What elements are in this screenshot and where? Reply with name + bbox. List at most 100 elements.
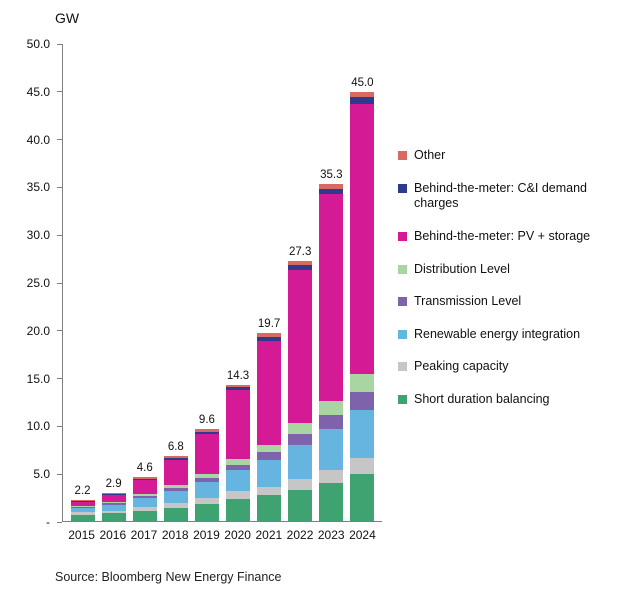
bar-segment: [194, 481, 219, 499]
bar-segment: [163, 487, 188, 491]
bar-2024: 45.0: [350, 44, 375, 521]
bar-segment: [350, 474, 375, 521]
bar-segment: [350, 410, 375, 459]
x-tick-label: 2016: [99, 528, 127, 542]
bar-segment: [132, 498, 157, 507]
bar-segment: [319, 189, 344, 194]
bar-total-label: 19.7: [257, 318, 281, 331]
bar-segment: [257, 452, 282, 460]
bar-segment: [319, 470, 344, 483]
bar-segment: [163, 484, 188, 488]
bar-segment: [319, 184, 344, 190]
bar-segment: [257, 444, 282, 453]
bar-total-label: 4.6: [136, 462, 153, 475]
y-tick-mark: [57, 186, 62, 188]
legend-item: Short duration balancing: [398, 392, 613, 408]
bar-2015: 2.2: [70, 44, 95, 521]
y-tick-label: 35.0: [26, 180, 50, 195]
bar-segment: [257, 340, 282, 445]
plot-frame: 2.2 2.9 4.6 6.8 9.6 14.3 19.7 27.3 35.3 45.0: [62, 44, 382, 522]
x-tick-label: 2018: [161, 528, 189, 542]
bar-segment: [70, 500, 95, 501]
bar-segment: [70, 506, 95, 508]
y-tick-mark: [57, 521, 62, 523]
bar-segment: [288, 422, 313, 435]
x-tick-label: 2019: [193, 528, 220, 542]
bar-segment: [101, 513, 126, 521]
legend-label: Peaking capacity: [414, 359, 509, 374]
bar-segment: [350, 91, 375, 98]
legend-swatch-icon: [398, 362, 407, 372]
legend-swatch-icon: [398, 329, 407, 339]
legend-item: Behind-the-meter: C&I demand charges: [398, 181, 613, 212]
bar-segment: [132, 506, 157, 511]
bar-2022: 27.3: [288, 44, 313, 521]
x-tick-label: 2020: [224, 528, 251, 542]
legend-swatch-icon: [398, 395, 407, 404]
y-axis-unit-label: GW: [55, 10, 80, 26]
bar-segment: [163, 456, 188, 459]
y-tick-mark: [57, 139, 62, 141]
y-tick-mark: [57, 234, 62, 236]
bar-segment: [101, 493, 126, 495]
bar-segment: [163, 458, 188, 460]
legend-swatch-icon: [398, 151, 407, 160]
bar-segment: [288, 265, 313, 271]
bar-segment: [101, 504, 126, 511]
bar-segment: [70, 500, 95, 502]
bar-segment: [319, 415, 344, 430]
y-axis: - 5.0 10.0 15.0 20.0 25.0 30.0 35.0 40.0 45.0 50.0: [0, 37, 62, 529]
legend-label: Short duration balancing: [414, 392, 550, 406]
bar-segment: [101, 494, 126, 496]
bar-segment: [350, 374, 375, 393]
bar-segment: [194, 474, 219, 479]
bar-segment: [257, 459, 282, 487]
bar-segment: [226, 384, 251, 388]
bar-2018: 6.8: [163, 44, 188, 521]
bar-segment: [226, 499, 251, 521]
x-tick-label: 2021: [255, 528, 283, 542]
bar-segment: [226, 387, 251, 391]
legend-item: Renewable energy integration: [398, 327, 613, 343]
y-tick-mark: [57, 91, 62, 93]
bar-segment: [132, 510, 157, 521]
bar-segment: [350, 97, 375, 105]
bar-segment: [350, 458, 375, 475]
legend-item: Other: [398, 148, 613, 164]
y-tick-mark: [57, 330, 62, 332]
legend-swatch-icon: [398, 231, 407, 241]
bar-segment: [288, 444, 313, 480]
bar-segment: [288, 260, 313, 266]
legend-label: Transmission Level: [414, 294, 522, 309]
y-tick-label: 30.0: [26, 228, 50, 243]
bar-segment: [194, 478, 219, 482]
bar-segment: [163, 502, 188, 508]
legend-label: Behind-the-meter: PV + storage: [414, 228, 591, 243]
y-tick-mark: [57, 43, 62, 45]
bar-2020: 14.3: [226, 44, 251, 521]
bar-segment: [194, 431, 219, 435]
legend-swatch-icon: [398, 183, 407, 193]
bar-segment: [288, 270, 313, 423]
legend-item: Behind-the-meter: PV + storage: [398, 229, 613, 245]
bar-total-label: 14.3: [226, 369, 250, 382]
bar-segment: [226, 390, 251, 460]
y-tick-label: 25.0: [26, 276, 50, 290]
bar-segment: [288, 479, 313, 490]
legend-label: Distribution Level: [414, 261, 510, 276]
bar-segment: [257, 336, 282, 341]
bar-total-label: 35.3: [320, 169, 343, 182]
y-tick-label: 20.0: [26, 323, 50, 338]
bar-segment: [194, 429, 219, 432]
bar-segment: [319, 400, 344, 416]
legend-swatch-icon: [398, 297, 407, 307]
legend: Other Behind-the-meter: C&I demand charge…: [398, 148, 613, 408]
bar-2017: 4.6: [132, 44, 157, 521]
y-tick-label: -: [46, 515, 50, 529]
bar-2023: 35.3: [319, 44, 344, 521]
bar-segment: [70, 512, 95, 516]
bar-segment: [163, 507, 188, 521]
bar-2019: 9.6: [194, 44, 219, 521]
y-tick-mark: [57, 425, 62, 427]
